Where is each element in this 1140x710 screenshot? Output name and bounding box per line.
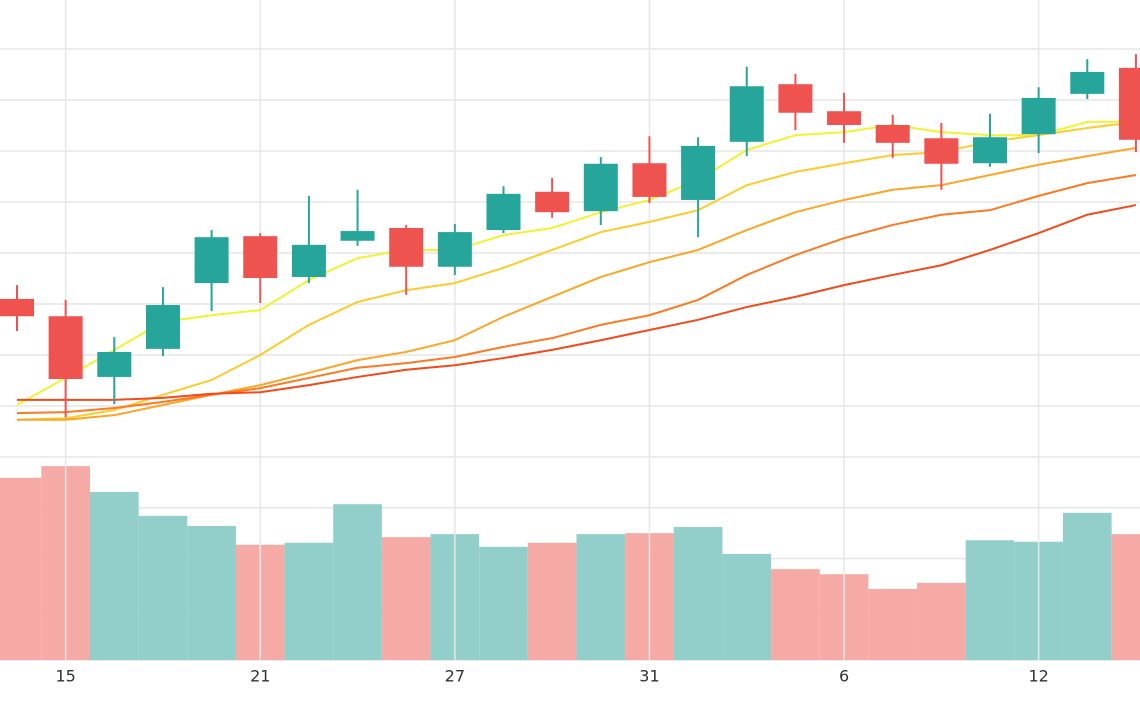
candle-body: [827, 111, 862, 125]
ma-line: [16, 173, 1137, 415]
volume-bar: [1062, 512, 1112, 660]
volume-bar: [673, 527, 723, 660]
candle-body: [778, 84, 813, 113]
candle-body: [97, 351, 132, 377]
x-tick-label: 12: [1028, 667, 1048, 686]
volume-bar: [576, 534, 626, 660]
candle-body: [681, 145, 716, 200]
candle-body: [0, 298, 34, 317]
candle-body: [291, 244, 326, 277]
volume-bar: [722, 553, 772, 660]
candle-body: [243, 236, 278, 278]
candle-body: [486, 193, 521, 231]
volume-bar: [187, 526, 236, 660]
candle-body: [1070, 71, 1105, 94]
volume-bar: [284, 542, 334, 660]
candle-body: [535, 191, 570, 213]
candle-body: [583, 163, 618, 212]
candle-body: [875, 124, 910, 143]
candle-body: [340, 231, 375, 241]
volume-bar: [917, 582, 966, 660]
candle-body: [194, 237, 229, 284]
candle-body: [1118, 67, 1140, 140]
candle-body: [632, 163, 667, 197]
x-tick-label: 15: [55, 667, 75, 686]
volume-bar: [868, 588, 918, 660]
candle-body: [729, 86, 764, 142]
ma-line: [16, 120, 1137, 421]
x-tick-label: 21: [250, 667, 270, 686]
x-tick-label: 6: [839, 667, 849, 686]
volume-bar: [381, 537, 431, 660]
candle-body: [389, 228, 424, 267]
ma-line: [17, 146, 1137, 421]
volume-bar: [771, 569, 820, 660]
volume-bar: [479, 546, 528, 660]
x-tick-label: 27: [445, 667, 465, 686]
volume-bar: [138, 515, 188, 660]
candle-body: [48, 316, 83, 379]
ma-line: [17, 204, 1137, 401]
volume-bar: [0, 477, 42, 660]
candle-body: [973, 137, 1007, 164]
x-tick-label: 31: [639, 667, 659, 686]
volume-bar: [965, 540, 1015, 660]
volume-bar: [89, 492, 139, 660]
volume-bar: [527, 542, 577, 660]
volume-bar: [333, 504, 382, 660]
candle-body: [437, 232, 472, 267]
candle-body: [924, 138, 959, 164]
ma-line: [16, 120, 1136, 406]
candle-body: [1021, 97, 1056, 135]
volume-bar: [1111, 534, 1140, 660]
candle-body: [145, 305, 180, 349]
